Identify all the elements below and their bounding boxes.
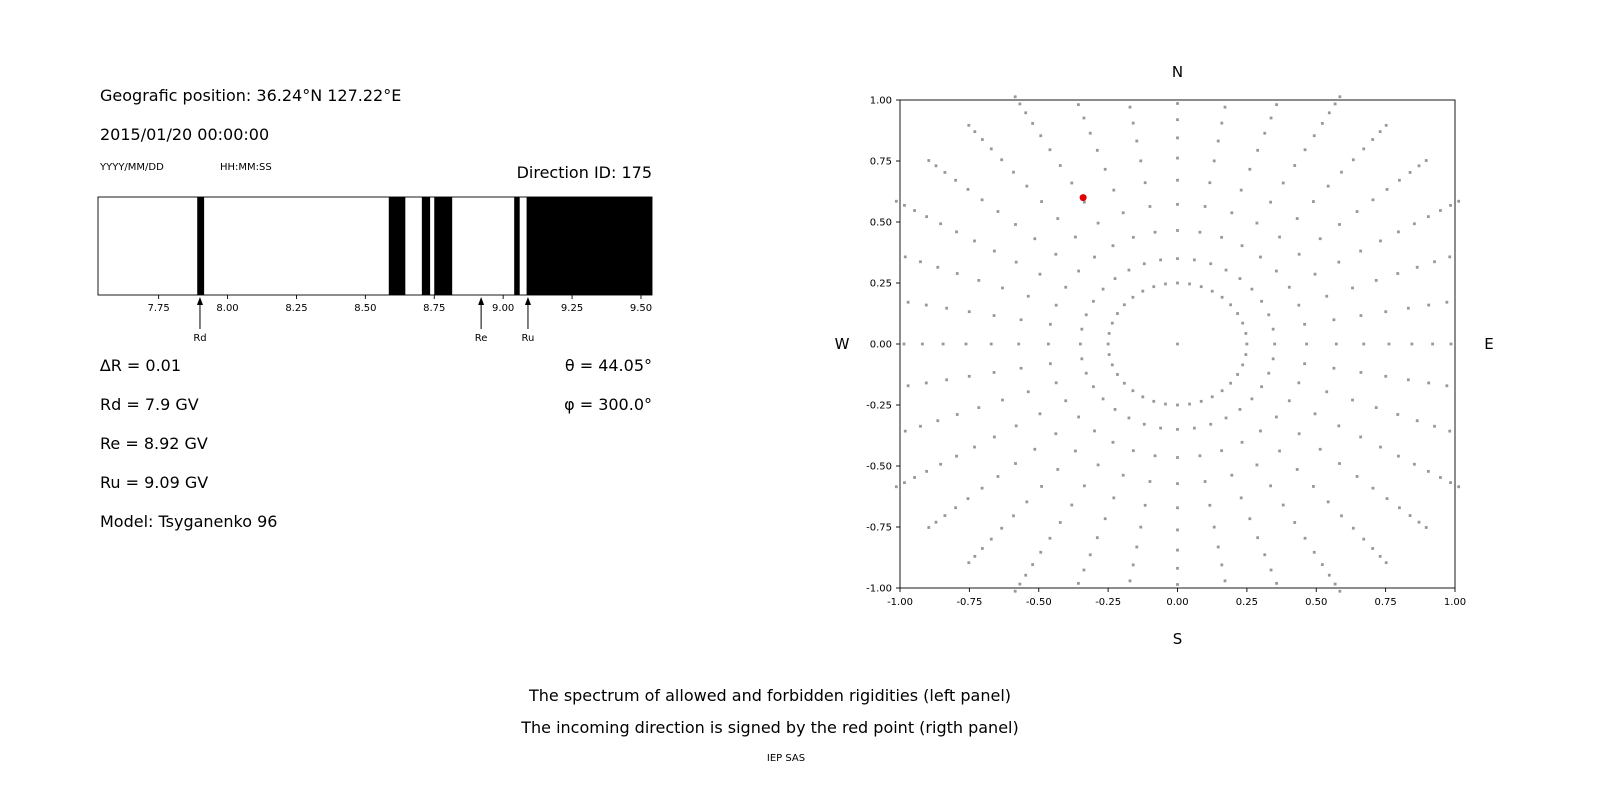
svg-text:S: S (1173, 630, 1183, 648)
svg-text:Re: Re (475, 333, 488, 344)
svg-text:8.50: 8.50 (354, 303, 376, 314)
time-format-label: HH:MM:SS (220, 162, 272, 173)
svg-text:-0.75: -0.75 (956, 597, 982, 608)
re-value: Re = 8.92 GV (100, 434, 208, 453)
svg-text:8.00: 8.00 (216, 303, 238, 314)
rd-value: Rd = 7.9 GV (100, 395, 199, 414)
svg-text:0.00: 0.00 (1166, 597, 1188, 608)
svg-text:0.25: 0.25 (1236, 597, 1258, 608)
svg-text:0.25: 0.25 (870, 279, 892, 290)
svg-text:0.75: 0.75 (1374, 597, 1396, 608)
svg-text:-0.75: -0.75 (866, 523, 892, 534)
direction-id-label: Direction ID: 175 (516, 163, 652, 182)
rigidity-spectrum-chart: 7.75 8.00 8.25 8.50 8.75 9.00 9.25 9.50 Rd Re Ru (97, 196, 653, 344)
svg-text:-0.25: -0.25 (866, 401, 892, 412)
svg-text:-1.00: -1.00 (887, 597, 913, 608)
svg-text:Ru: Ru (522, 333, 535, 344)
model-label: Model: Tsyganenko 96 (100, 512, 278, 531)
phi-value: φ = 300.0° (564, 395, 652, 414)
svg-text:W: W (835, 335, 850, 353)
svg-text:0.50: 0.50 (1305, 597, 1327, 608)
geographic-position-text: Geografic position: 36.24°N 127.22°E (100, 86, 402, 105)
svg-text:8.25: 8.25 (285, 303, 307, 314)
svg-text:0.50: 0.50 (870, 218, 892, 229)
direction-scatter-chart: -1.00 -0.75 -0.50 -0.25 0.00 0.25 0.50 0.75 1.00… (835, 63, 1494, 648)
caption-line-1: The spectrum of allowed and forbidden ri… (528, 686, 1012, 705)
delta-r-value: ∆R = 0.01 (100, 356, 182, 375)
datetime-text: 2015/01/20 00:00:00 (100, 125, 270, 144)
ru-value: Ru = 9.09 GV (100, 473, 209, 492)
svg-text:1.00: 1.00 (870, 96, 892, 107)
svg-text:1.00: 1.00 (1444, 597, 1466, 608)
svg-text:9.00: 9.00 (492, 303, 514, 314)
credit-label: IEP SAS (766, 753, 806, 764)
svg-text:-0.25: -0.25 (1095, 597, 1121, 608)
svg-text:9.50: 9.50 (630, 303, 652, 314)
theta-value: θ = 44.05° (564, 356, 652, 375)
svg-text:0.75: 0.75 (870, 157, 892, 168)
svg-text:0.00: 0.00 (870, 340, 892, 351)
svg-text:-1.00: -1.00 (866, 584, 892, 595)
svg-text:N: N (1172, 63, 1183, 81)
svg-text:9.25: 9.25 (561, 303, 583, 314)
svg-text:7.75: 7.75 (148, 303, 170, 314)
svg-text:E: E (1484, 335, 1493, 353)
date-format-label: YYYY/MM/DD (100, 162, 164, 173)
svg-text:-0.50: -0.50 (1026, 597, 1052, 608)
svg-text:8.75: 8.75 (423, 303, 445, 314)
caption-line-2: The incoming direction is signed by the … (521, 718, 1019, 737)
svg-text:-0.50: -0.50 (866, 462, 892, 473)
svg-text:Rd: Rd (193, 333, 206, 344)
